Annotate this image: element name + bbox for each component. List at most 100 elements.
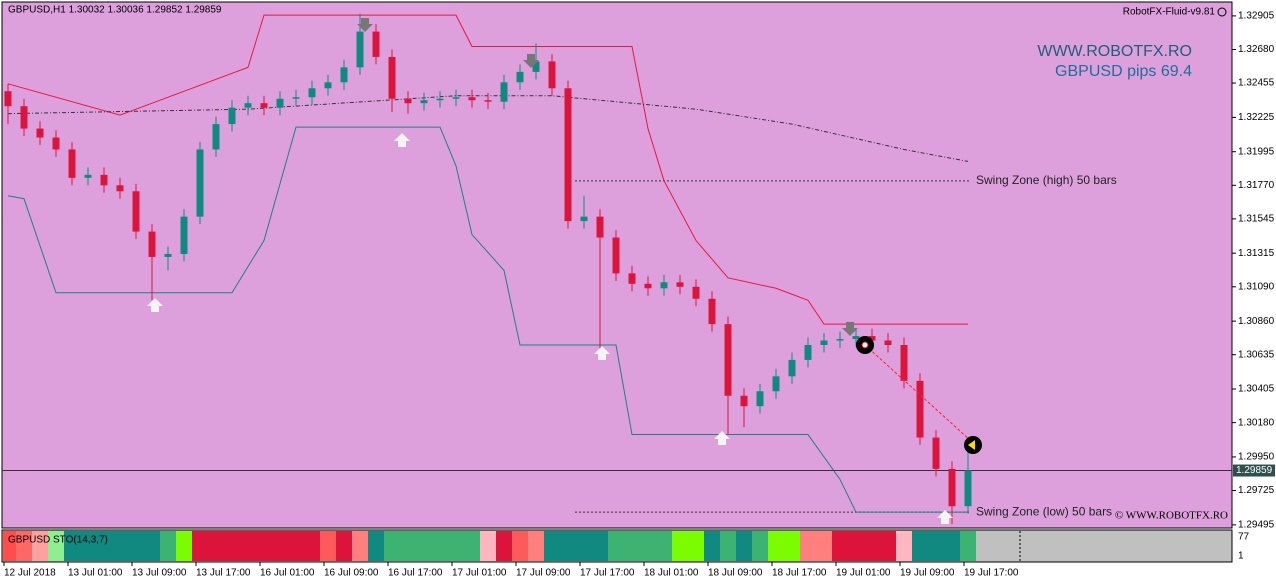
candle-body: [900, 345, 908, 381]
y-tick-label: 1.32680: [1238, 44, 1275, 55]
sto-cell: [256, 531, 272, 561]
x-tick-label: 17 Jul 17:00: [580, 568, 635, 579]
x-tick-label: 16 Jul 17:00: [388, 568, 443, 579]
candle-body: [132, 191, 140, 232]
candle-body: [420, 100, 428, 104]
candle-body: [660, 282, 668, 289]
last-price-box: [1233, 464, 1275, 477]
y-tick-label: 1.30635: [1238, 349, 1275, 360]
swing-zone-label: Swing Zone (high) 50 bars: [976, 173, 1117, 187]
candle-body: [36, 128, 44, 138]
sto-cell: [384, 531, 400, 561]
candle-body: [868, 336, 876, 341]
indicator-label: RobotFX-Fluid-v9.81: [1123, 7, 1216, 18]
sto-tick-label: 77: [1238, 532, 1250, 543]
candle-body: [724, 324, 732, 396]
y-tick-label: 1.31770: [1238, 180, 1275, 191]
candle-body: [612, 237, 620, 274]
up-arrow: [714, 431, 730, 445]
candle-body: [740, 395, 748, 407]
sto-cell: [112, 531, 128, 561]
sto-cell: [896, 531, 912, 561]
sto-cell: [624, 531, 640, 561]
sto-cell: [32, 531, 48, 561]
candle-body: [596, 216, 604, 238]
sto-cell: [432, 531, 448, 561]
x-tick-label: 16 Jul 09:00: [324, 568, 379, 579]
sto-cell: [528, 531, 544, 561]
sto-cell: [608, 531, 624, 561]
candle-body: [852, 336, 860, 340]
candle-body: [548, 61, 556, 89]
sto-cell: [160, 531, 176, 561]
sto-cell: [208, 531, 224, 561]
candle-body: [196, 149, 204, 217]
candle-body: [116, 185, 124, 192]
y-tick-label: 1.31995: [1238, 146, 1275, 157]
indicator-line: [7, 126, 968, 513]
candle-body: [564, 88, 572, 222]
y-tick-label: 1.31545: [1238, 214, 1275, 225]
sto-cell: [688, 531, 704, 561]
candle-body: [932, 437, 940, 469]
sto-cell: [560, 531, 576, 561]
x-tick-label: 18 Jul 01:00: [644, 568, 699, 579]
down-arrow: [357, 18, 373, 32]
sto-cell: [64, 531, 80, 561]
x-tick-label: 17 Jul 01:00: [452, 568, 507, 579]
pips-label: GBPUSD pips 69.4: [1055, 63, 1192, 80]
y-tick-label: 1.29495: [1238, 520, 1275, 531]
candle-body: [948, 468, 956, 507]
sto-cell: [752, 531, 768, 561]
sto-cell: [512, 531, 528, 561]
sto-cell: [176, 531, 192, 561]
candle-body: [260, 103, 268, 108]
sto-cell: [784, 531, 800, 561]
candle-body: [68, 149, 76, 178]
candle-body: [340, 67, 348, 83]
y-tick-label: 1.32225: [1238, 112, 1275, 123]
y-tick-label: 1.30180: [1238, 417, 1275, 428]
sto-cell: [816, 531, 832, 561]
x-tick-label: 13 Jul 17:00: [196, 568, 251, 579]
indicator-line: [7, 14, 968, 325]
x-tick-label: 18 Jul 17:00: [772, 568, 827, 579]
x-tick-label: 19 Jul 17:00: [964, 568, 1019, 579]
sto-cell: [944, 531, 960, 561]
sto-cell: [304, 531, 320, 561]
y-tick-label: 1.29950: [1238, 452, 1275, 463]
sto-cell: [400, 531, 416, 561]
candle-body: [292, 97, 300, 99]
sto-cell: [3, 531, 19, 561]
sto-cell: [240, 531, 256, 561]
sto-cell: [224, 531, 240, 561]
sto-cell: [592, 531, 608, 561]
signal-line: [864, 344, 971, 441]
sto-cell: [416, 531, 432, 561]
sto-cell: [192, 531, 208, 561]
sto-cell: [640, 531, 656, 561]
arrows: [357, 18, 858, 336]
sto-cell: [368, 531, 384, 561]
swing-zone-label: Swing Zone (low) 50 bars: [976, 504, 1112, 518]
y-tick-label: 1.30405: [1238, 384, 1275, 395]
y-tick-label: 1.31090: [1238, 281, 1275, 292]
candle-body: [308, 88, 316, 98]
sto-cell: [880, 531, 896, 561]
sto-cell: [496, 531, 512, 561]
candle-body: [884, 340, 892, 346]
sto-cell: [800, 531, 816, 561]
sto-cell: [336, 531, 352, 561]
candle-body: [276, 98, 284, 108]
y-tick-label: 1.31315: [1238, 248, 1275, 259]
candle-body: [148, 231, 156, 257]
candle-body: [708, 298, 716, 325]
candle-body: [404, 98, 412, 104]
candle-body: [692, 286, 700, 299]
candle-body: [244, 103, 252, 108]
candle-body: [164, 253, 172, 257]
candle-body: [468, 97, 476, 101]
sto-cell: [480, 531, 496, 561]
candle-body: [516, 71, 524, 83]
candle-body: [676, 282, 684, 287]
